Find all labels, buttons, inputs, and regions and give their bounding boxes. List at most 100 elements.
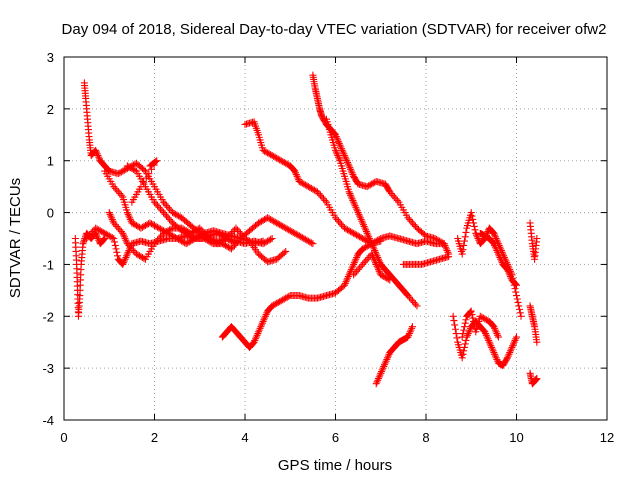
data-point: [433, 235, 441, 243]
data-point: [332, 146, 339, 154]
data-point: [451, 325, 459, 333]
data-point: [259, 216, 267, 224]
data-point: [344, 273, 352, 281]
series-arc-7: [128, 157, 161, 206]
data-point: [509, 340, 517, 348]
data-point: [283, 225, 291, 233]
data-points: [71, 71, 541, 388]
data-point: [84, 233, 92, 241]
data-point: [347, 165, 355, 173]
data-point: [93, 233, 101, 241]
data-point: [485, 336, 493, 344]
data-point: [185, 231, 193, 239]
data-point: [92, 224, 100, 232]
data-point: [253, 331, 261, 339]
data-point: [360, 235, 368, 243]
data-point: [111, 184, 119, 192]
data-point: [494, 331, 502, 339]
y-tick-label: -3: [42, 361, 54, 376]
data-point: [384, 352, 392, 360]
data-point: [106, 210, 114, 218]
data-point: [335, 153, 343, 161]
data-point: [262, 311, 270, 319]
data-point: [93, 150, 101, 158]
data-point: [513, 281, 520, 289]
data-point: [252, 333, 260, 341]
data-point: [191, 227, 199, 235]
data-point: [347, 167, 355, 175]
data-point: [342, 155, 350, 163]
data-point: [224, 235, 232, 243]
data-point: [307, 239, 315, 247]
data-point: [533, 375, 541, 383]
data-point: [255, 326, 263, 334]
data-point: [408, 219, 416, 227]
data-point: [279, 158, 287, 166]
data-point: [279, 222, 287, 230]
data-point: [468, 212, 476, 220]
series-arc-12: [350, 250, 394, 284]
data-point: [265, 236, 273, 244]
series-arc-15: [449, 312, 520, 370]
data-point: [365, 233, 373, 241]
data-point: [125, 241, 133, 249]
data-point: [172, 210, 180, 218]
data-point: [515, 302, 523, 310]
data-point: [292, 171, 300, 179]
data-point: [470, 222, 478, 230]
data-point: [349, 262, 357, 270]
data-point: [107, 212, 115, 220]
data-point: [503, 266, 511, 274]
data-point: [434, 236, 442, 244]
data-point: [350, 229, 358, 237]
data-point: [343, 276, 351, 284]
data-point: [268, 235, 276, 242]
data-point: [362, 243, 370, 251]
data-point: [392, 195, 400, 203]
data-point: [141, 222, 149, 230]
data-point: [170, 233, 178, 241]
data-point: [182, 240, 190, 248]
data-point: [482, 330, 490, 338]
data-point: [277, 297, 285, 305]
data-point: [356, 214, 364, 222]
data-point: [153, 157, 161, 165]
data-point: [468, 311, 476, 319]
data-point: [321, 196, 329, 204]
data-point: [116, 190, 124, 198]
data-point: [442, 245, 450, 253]
y-tick-label: 3: [47, 50, 54, 65]
data-point: [470, 321, 478, 329]
data-point: [121, 235, 129, 242]
data-point: [350, 198, 358, 206]
data-point: [243, 235, 251, 243]
data-point: [294, 174, 302, 182]
data-point: [105, 232, 113, 240]
data-point: [119, 167, 127, 175]
data-point: [161, 210, 169, 218]
data-point: [384, 354, 392, 362]
data-point: [147, 220, 155, 228]
data-point: [126, 215, 134, 223]
data-point: [273, 299, 281, 307]
data-point: [286, 227, 294, 235]
data-point: [467, 307, 475, 315]
data-point: [513, 292, 520, 300]
data-point: [469, 314, 477, 322]
data-point: [218, 232, 226, 240]
data-point: [117, 191, 125, 199]
data-point: [493, 247, 501, 255]
data-point: [295, 232, 303, 240]
data-point: [258, 321, 266, 329]
data-point: [460, 323, 468, 331]
data-point: [166, 230, 174, 238]
data-point: [503, 354, 511, 362]
data-point: [461, 233, 469, 241]
data-point: [79, 240, 87, 248]
data-point: [271, 300, 279, 308]
x-tick-label: 4: [241, 430, 248, 445]
data-point: [442, 243, 450, 251]
data-point: [140, 222, 148, 230]
data-point: [494, 333, 502, 341]
